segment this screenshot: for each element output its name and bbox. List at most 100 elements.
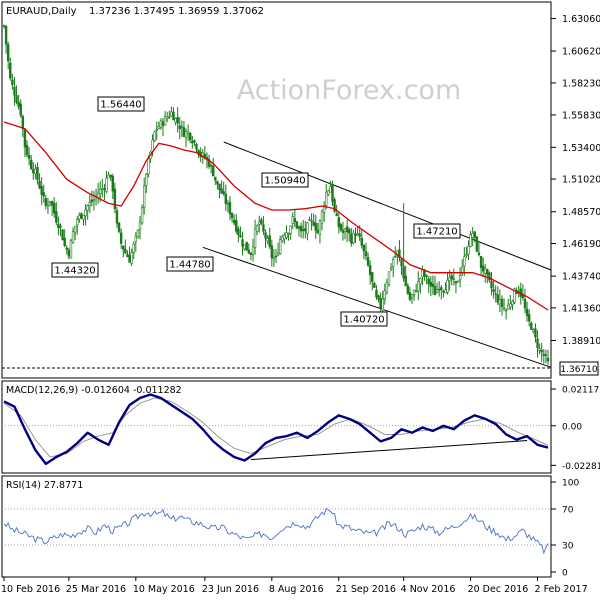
price-y-tick-label: 1.63060 — [562, 14, 600, 25]
candle-body — [111, 175, 115, 192]
candle-body — [132, 243, 135, 253]
candle-body — [337, 217, 340, 227]
candle-body — [38, 180, 41, 189]
price-annotation-label: 1.44780 — [169, 260, 210, 271]
candle-body — [119, 232, 123, 244]
candle-body — [427, 278, 430, 285]
price-annotations: 1.56440 1.44320 1.44780 1.50940 1.40720 1.472… — [51, 96, 461, 327]
candle-body — [270, 245, 274, 259]
candle-body — [99, 188, 102, 195]
candle-body — [184, 131, 188, 138]
candle-body — [174, 118, 177, 123]
candle-body — [423, 270, 426, 277]
candle-body — [293, 218, 297, 222]
candle-body — [335, 213, 338, 216]
candle-body — [329, 186, 332, 193]
trend-channel — [202, 141, 552, 368]
candle-body — [475, 236, 479, 252]
price-annotation-label: 1.40720 — [343, 315, 384, 326]
candle-body — [73, 225, 77, 233]
candle-body — [509, 303, 512, 308]
price-annotation-box — [261, 172, 309, 188]
candle-body — [481, 265, 485, 272]
candle-body — [467, 245, 470, 255]
ohlc-header: 1.37236 1.37495 1.36959 1.37062 — [89, 6, 264, 17]
candle-body — [243, 244, 246, 250]
price-annotation-label: 1.50940 — [264, 176, 305, 187]
candle-body — [65, 247, 68, 250]
x-tick-label: 25 Mar 2016 — [66, 584, 126, 595]
candle-body — [128, 255, 131, 263]
candle-body — [140, 207, 144, 224]
candle-body — [291, 216, 294, 224]
candle-body — [283, 235, 286, 240]
candle-body — [130, 252, 133, 264]
candle-body — [504, 309, 508, 312]
candle-body — [540, 350, 543, 353]
candle-body — [500, 298, 504, 308]
candle-body — [166, 116, 169, 119]
candle-body — [471, 233, 474, 238]
candle-body — [245, 241, 248, 251]
candle-body — [237, 228, 240, 236]
candle-body — [488, 272, 491, 281]
candle-body — [209, 165, 213, 167]
price-y-tick-label: 1.38910 — [562, 336, 600, 347]
candle-body — [25, 144, 29, 156]
price-annotation-box — [340, 311, 388, 327]
candle-body — [400, 259, 403, 267]
macd-lines — [3, 393, 549, 466]
x-tick-label: 21 Sep 2016 — [336, 584, 396, 595]
rsi-y-tick-label: 70 — [562, 506, 574, 516]
candle-body — [327, 190, 330, 195]
candle-body — [341, 230, 345, 233]
price-annotation-box — [97, 96, 145, 112]
candle-body — [92, 199, 96, 202]
x-tick-label: 2 Feb 2017 — [535, 584, 588, 595]
candle-body — [6, 44, 10, 62]
price-chart-title: EURAUD,Daily — [6, 6, 77, 17]
candle-body — [186, 131, 190, 134]
channel-lower-line — [202, 246, 552, 368]
candle-body — [251, 246, 255, 255]
candle-body — [82, 214, 85, 220]
candle-body — [440, 287, 443, 291]
candle-body — [161, 121, 165, 126]
candle-body — [17, 101, 20, 107]
candle-body — [122, 245, 125, 250]
candle-body — [109, 174, 112, 178]
candle-body — [232, 219, 236, 224]
price-y-tick-label: 1.51020 — [562, 175, 600, 186]
candle-body — [151, 139, 154, 152]
moving-average-series — [3, 121, 549, 311]
candle-body — [486, 268, 489, 275]
candle-body — [264, 232, 267, 239]
candle-body — [425, 275, 428, 277]
candle-body — [358, 233, 361, 237]
candle-body — [446, 279, 449, 293]
candle-body — [456, 281, 460, 283]
price-y-ticks: 1.63060 1.60620 1.58230 1.55830 1.53400 1.510… — [551, 14, 600, 347]
candle-body — [331, 184, 334, 202]
candle-body — [285, 232, 288, 238]
candle-body — [494, 293, 497, 295]
candle-body — [214, 176, 217, 181]
candle-body — [155, 129, 158, 131]
candle-body — [348, 229, 351, 234]
price-y-tick-label: 1.53400 — [562, 143, 600, 154]
candle-body — [333, 199, 336, 212]
candle-body — [360, 237, 363, 246]
candle-body — [310, 220, 313, 222]
candle-body — [542, 353, 546, 356]
channel-upper-line — [223, 141, 552, 271]
x-tick-label: 10 May 2016 — [133, 584, 195, 595]
candle-body — [322, 205, 326, 213]
candle-body — [145, 174, 148, 186]
candle-body — [490, 281, 493, 289]
candle-body — [86, 205, 89, 211]
candle-body — [61, 229, 64, 241]
candle-body — [498, 299, 502, 305]
candle-body — [513, 288, 516, 303]
candle-body — [228, 201, 232, 215]
